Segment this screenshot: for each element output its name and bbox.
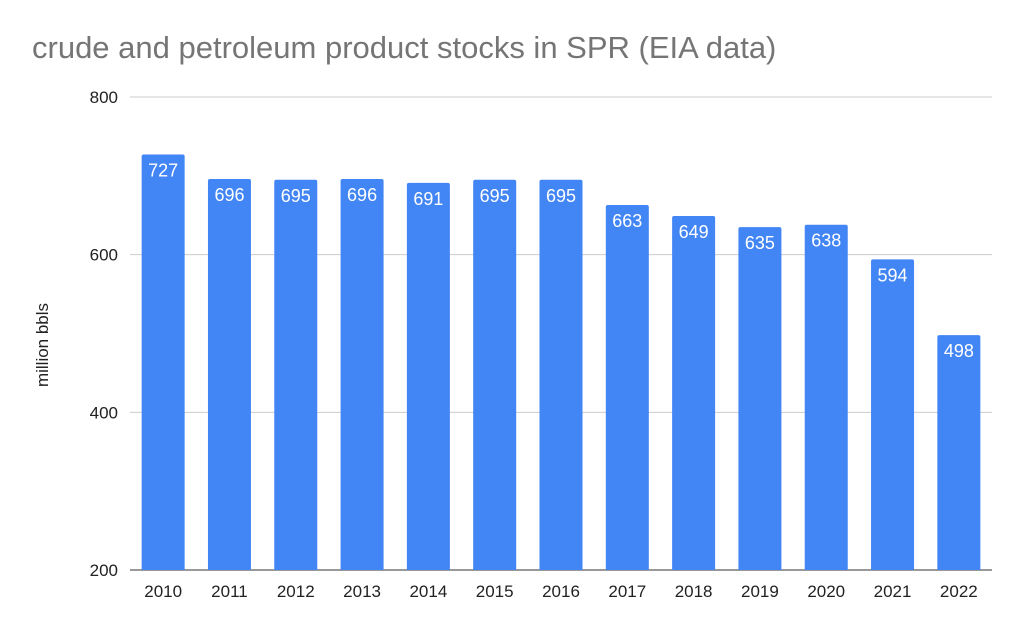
bar: [473, 179, 517, 570]
x-tick-label: 2011: [211, 582, 248, 601]
bar-value-label: 663: [612, 211, 642, 231]
bar-value-label: 649: [679, 222, 709, 242]
x-tick-label: 2016: [542, 582, 580, 601]
bar-value-label: 695: [546, 186, 576, 206]
y-tick-label: 800: [90, 88, 118, 107]
bar: [937, 335, 981, 570]
bar: [871, 259, 915, 570]
bar: [605, 205, 649, 571]
chart-title: crude and petroleum product stocks in SP…: [32, 30, 777, 65]
x-tick-label: 2017: [608, 582, 646, 601]
bar-value-label: 691: [413, 189, 443, 209]
x-tick-label: 2019: [741, 582, 779, 601]
bar: [804, 224, 848, 570]
bar: [340, 178, 384, 570]
bar-value-label: 635: [745, 233, 775, 253]
x-tick-label: 2022: [940, 582, 978, 601]
bar: [207, 178, 251, 570]
bar-value-label: 695: [480, 186, 510, 206]
bar-value-label: 696: [347, 185, 377, 205]
bar: [539, 179, 583, 570]
bar: [141, 154, 185, 570]
bar-value-label: 696: [214, 185, 244, 205]
x-tick-label: 2021: [874, 582, 912, 601]
x-tick-label: 2014: [409, 582, 447, 601]
y-tick-label: 400: [90, 403, 118, 422]
bar-value-label: 638: [811, 231, 841, 251]
bar: [738, 227, 782, 570]
bar: [672, 216, 716, 570]
bar: [274, 179, 318, 570]
x-tick-label: 2012: [277, 582, 315, 601]
bar: [406, 182, 450, 570]
x-tick-label: 2013: [343, 582, 381, 601]
x-tick-label: 2018: [675, 582, 713, 601]
bar-value-label: 594: [878, 265, 908, 285]
y-tick-label: 200: [90, 561, 118, 580]
y-tick-label: 600: [90, 246, 118, 265]
bar-value-label: 498: [944, 341, 974, 361]
bar-value-label: 695: [281, 186, 311, 206]
x-tick-label: 2015: [476, 582, 514, 601]
x-tick-label: 2010: [144, 582, 182, 601]
bar-value-label: 727: [148, 161, 178, 181]
x-tick-label: 2020: [807, 582, 845, 601]
